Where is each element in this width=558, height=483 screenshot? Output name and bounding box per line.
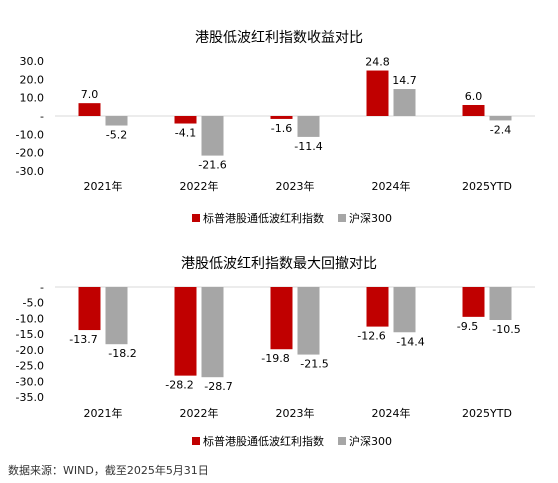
bar-csi300: [297, 287, 320, 355]
data-label-csi300: -21.5: [300, 358, 328, 371]
x-tick-label: 2024年: [372, 179, 411, 193]
y-tick-label: -30.0: [16, 375, 44, 388]
bar-index: [462, 287, 485, 317]
bar-csi300: [201, 287, 224, 378]
y-tick-label: -: [40, 281, 44, 294]
drawdown-chart: 港股低波红利指数最大回撤对比 - -5.0 -10.0 -15.0 -20.0 -25.0 -…: [16, 256, 535, 448]
bar-index: [366, 287, 389, 327]
data-label-index: 6.0: [465, 90, 483, 103]
bar-csi300: [105, 287, 128, 345]
bar-index: [174, 287, 197, 376]
bar-csi300: [489, 287, 512, 320]
x-tick-label: 2023年: [276, 179, 315, 193]
y-tick-label: 30.0: [20, 55, 45, 68]
legend-label-csi300: 沪深300: [349, 434, 392, 448]
bar-csi300: [201, 116, 224, 156]
legend-label-index: 标普港股通低波红利指数: [203, 434, 324, 448]
data-label-csi300: 14.7: [392, 74, 417, 87]
x-tick-label: 2022年: [180, 179, 219, 193]
bar-index: [174, 116, 197, 124]
data-label-index: -4.1: [175, 127, 196, 140]
y-tick-label: -: [40, 110, 44, 123]
x-tick-label: 2021年: [84, 179, 123, 193]
bar-index: [366, 70, 389, 116]
y-tick-label: 10.0: [20, 92, 45, 105]
bar-csi300: [393, 89, 416, 116]
bar-csi300: [393, 287, 416, 333]
legend-label-csi300: 沪深300: [349, 211, 392, 225]
y-tick-label: -30.0: [16, 165, 44, 178]
data-label-index: -1.6: [271, 122, 292, 135]
x-tick-label: 2021年: [84, 406, 123, 420]
y-tick-label: -25.0: [16, 360, 44, 373]
chart-title: 港股低波红利指数收益对比: [195, 30, 363, 46]
x-tick-label: 2024年: [372, 406, 411, 420]
data-label-index: -28.2: [165, 379, 193, 392]
legend-label-index: 标普港股通低波红利指数: [203, 211, 324, 225]
legend-swatch-csi300: [338, 437, 346, 445]
y-tick-label: -20.0: [16, 147, 44, 160]
x-tick-label: 2022年: [180, 406, 219, 420]
y-tick-label: -35.0: [16, 391, 44, 404]
x-tick-label: 2025YTD: [462, 407, 512, 420]
bar-csi300: [105, 116, 128, 126]
bar-csi300: [297, 116, 320, 137]
x-tick-label: 2023年: [276, 406, 315, 420]
legend-swatch-csi300: [338, 214, 346, 222]
returns-chart: 港股低波红利指数收益对比 30.0 20.0 10.0 - -10.0 -20.0 -30.0…: [16, 30, 535, 225]
y-tick-label: -10.0: [16, 128, 44, 141]
source-note: 数据来源：WIND，截至2025年5月31日: [8, 464, 209, 477]
data-label-index: -19.8: [261, 352, 289, 365]
data-label-index: 7.0: [81, 88, 99, 101]
bar-csi300: [489, 116, 512, 121]
data-label-index: -12.6: [357, 330, 385, 343]
data-label-csi300: -14.4: [396, 335, 424, 348]
legend-swatch-index: [192, 437, 200, 445]
chart-title: 港股低波红利指数最大回撤对比: [181, 256, 377, 272]
legend-swatch-index: [192, 214, 200, 222]
bar-index: [78, 287, 101, 331]
bar-index: [270, 287, 293, 350]
x-tick-label: 2025YTD: [462, 180, 512, 193]
y-tick-label: -10.0: [16, 312, 44, 325]
data-label-csi300: -21.6: [198, 159, 226, 172]
bar-index: [270, 116, 293, 119]
data-label-csi300: -11.4: [294, 140, 322, 153]
data-label-index: -13.7: [69, 333, 97, 346]
y-tick-label: 20.0: [20, 73, 45, 86]
data-label-csi300: -18.2: [108, 347, 136, 360]
bar-index: [78, 103, 101, 116]
bar-index: [462, 105, 485, 116]
y-tick-label: -20.0: [16, 344, 44, 357]
data-label-csi300: -2.4: [490, 123, 511, 136]
y-tick-label: -15.0: [16, 328, 44, 341]
data-label-csi300: -10.5: [492, 323, 520, 336]
data-label-csi300: -28.7: [204, 380, 232, 393]
data-label-index: -9.5: [457, 320, 478, 333]
data-label-index: 24.8: [365, 56, 390, 69]
y-tick-label: -5.0: [23, 297, 44, 310]
data-label-csi300: -5.2: [106, 129, 127, 142]
